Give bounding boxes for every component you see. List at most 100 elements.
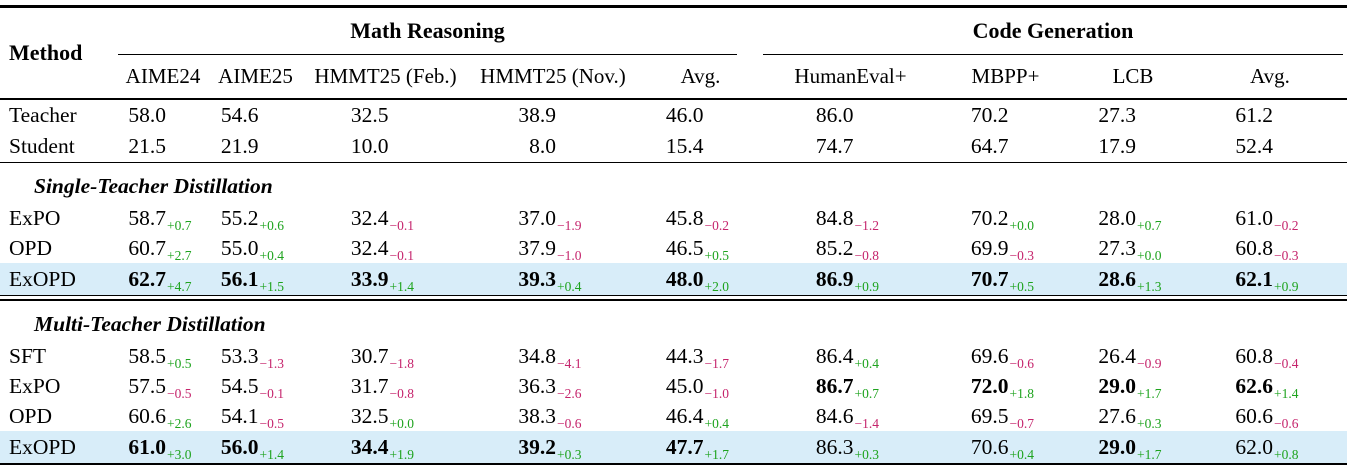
score-main: 69.5 — [970, 403, 1009, 428]
score-delta: +0.4 — [704, 415, 730, 431]
score-value: 47.7 +1.7 — [660, 435, 742, 462]
score-value: 34.4 +1.9 — [345, 434, 427, 462]
score-delta: +0.9 — [854, 278, 880, 294]
score-value: 61.2 — [1229, 103, 1311, 128]
score-value: 8.0 — [512, 134, 594, 159]
score-main: 58.7 — [128, 205, 166, 230]
score-main: 61.2 — [1235, 103, 1273, 127]
cell-opd-lcb: 27.6 +0.3 — [1073, 403, 1193, 431]
score-value: 84.8 −1.2 — [810, 205, 892, 233]
cell-exopd-avg-: 62.1 +0.9 — [1193, 267, 1347, 294]
score-value: 62.7 +4.7 — [122, 267, 204, 294]
cell-exopd-humaneval-: 86.9 +0.9 — [763, 267, 938, 294]
score-main: 45.8 — [665, 205, 704, 230]
score-main: 70.2 — [970, 103, 1009, 127]
score-value: 29.0 +1.7 — [1092, 435, 1174, 462]
score-delta: +0.0 — [389, 415, 415, 431]
score-value: 62.6 +1.4 — [1229, 373, 1311, 401]
score-main: 84.8 — [815, 205, 854, 230]
cell-opd-aime25: 54.1 −0.5 — [208, 404, 303, 431]
score-main: 54.6 — [220, 103, 259, 127]
score-main: 34.4 — [350, 434, 389, 459]
score-main: 21.5 — [128, 134, 166, 158]
score-delta: −1.2 — [854, 217, 880, 233]
score-main: 52.4 — [1235, 134, 1273, 158]
cell-exopd-avg-: 62.0 +0.8 — [1193, 435, 1347, 462]
cell-teacher-avg-: 61.2 — [1193, 103, 1347, 128]
score-main: 27.3 — [1098, 235, 1136, 260]
cell-expo-humaneval-: 86.7 +0.7 — [763, 374, 938, 401]
score-delta: −0.1 — [259, 385, 285, 401]
score-value: 27.3 +0.0 — [1092, 235, 1174, 263]
score-value: 36.3 −2.6 — [512, 374, 594, 401]
cell-sft-aime24: 58.5 +0.5 — [118, 344, 208, 371]
score-delta: +1.9 — [389, 446, 415, 462]
score-delta: +0.4 — [557, 278, 582, 294]
score-main: 28.6 — [1098, 266, 1136, 291]
score-value: 53.3 −1.3 — [215, 344, 297, 371]
score-delta: +2.0 — [704, 278, 730, 294]
table-row-student: Student 21.5 21.9 10.0 8.0 15.4 74.7 64.7 17.9 52… — [0, 131, 1347, 162]
score-main: 84.6 — [815, 403, 854, 428]
score-delta: +0.5 — [704, 247, 730, 263]
score-delta: −0.3 — [1009, 247, 1035, 263]
cell-exopd-avg-: 48.0 +2.0 — [638, 267, 763, 294]
score-value: 32.4 −0.1 — [345, 206, 427, 233]
score-main: 38.9 — [518, 103, 556, 127]
cell-expo-lcb: 29.0 +1.7 — [1073, 374, 1193, 401]
score-delta: −1.0 — [704, 385, 730, 401]
table-row-sft: SFT 58.5 +0.5 53.3 −1.3 30.7 −1.8 34.8 −4.1 44.3−… — [0, 341, 1347, 371]
score-delta: −0.3 — [1274, 247, 1299, 263]
cell-expo-lcb: 28.0 +0.7 — [1073, 205, 1193, 233]
cell-sft-hmmt25-nov-: 34.8 −4.1 — [468, 343, 638, 371]
table-row-expo: ExPO 57.5 −0.5 54.5 −0.1 31.7 −0.8 36.3 −2.6 45.0… — [0, 371, 1347, 401]
group-header-math-reasoning: Math Reasoning — [118, 8, 737, 55]
score-value: 21.5 — [122, 134, 204, 159]
score-main: 39.3 — [518, 266, 556, 291]
score-main: 27.3 — [1098, 103, 1136, 127]
score-delta: +4.7 — [167, 278, 192, 294]
score-main: 28.0 — [1098, 205, 1136, 230]
section-title: Single-Teacher Distillation — [34, 174, 273, 198]
score-delta: +2.7 — [167, 247, 192, 263]
score-value: 58.0 — [122, 103, 204, 128]
cell-teacher-avg-: 46.0 — [638, 103, 763, 128]
score-value: 46.5 +0.5 — [660, 236, 742, 263]
cell-opd-avg-: 46.4 +0.4 — [638, 404, 763, 431]
score-delta: −0.6 — [1009, 355, 1035, 371]
score-delta: −0.5 — [167, 385, 192, 401]
score-delta: −1.4 — [854, 415, 880, 431]
score-main: 62.6 — [1235, 373, 1273, 398]
score-delta: +0.3 — [557, 446, 582, 462]
score-value: 70.7 +0.5 — [965, 267, 1047, 294]
score-value: 39.3 +0.4 — [512, 266, 594, 294]
score-delta: −0.1 — [389, 217, 415, 233]
score-value: 62.0 +0.8 — [1229, 435, 1311, 462]
section-header-row: Multi-Teacher Distillation — [0, 301, 1347, 341]
score-value: 62.1 +0.9 — [1229, 267, 1311, 294]
cell-student-mbpp-: 64.7 — [938, 134, 1073, 159]
score-main: 60.7 — [128, 235, 166, 260]
score-main: 55.0 — [220, 235, 259, 260]
score-value: 60.6 +2.6 — [122, 404, 204, 431]
section-rule — [0, 162, 1347, 163]
score-main: 27.6 — [1098, 403, 1136, 428]
score-value: 21.9 — [215, 134, 297, 159]
score-delta: +0.0 — [1009, 217, 1035, 233]
score-value: 69.6 −0.6 — [965, 344, 1047, 371]
score-value: 45.0 −1.0 — [660, 374, 742, 401]
table-header: Method Math Reasoning Code Generation AI… — [0, 8, 1347, 100]
score-main: 56.1 — [220, 266, 259, 291]
score-value: 38.9 — [512, 103, 594, 128]
score-main: 30.7 — [350, 343, 389, 368]
method-name-expo: ExPO — [9, 373, 61, 398]
cell-expo-avg-: 61.0 −0.2 — [1193, 206, 1347, 233]
score-value: 34.8 −4.1 — [512, 343, 594, 371]
col-header-hmmt25-nov: HMMT25 (Nov.) — [480, 64, 626, 88]
score-value: 46.0 — [660, 103, 742, 128]
score-value: 86.3 +0.3 — [810, 435, 892, 462]
score-delta: +1.4 — [259, 446, 285, 462]
cell-sft-aime25: 53.3 −1.3 — [208, 344, 303, 371]
cell-expo-mbpp-: 70.2 +0.0 — [938, 206, 1073, 233]
score-main: 34.8 — [518, 343, 556, 368]
